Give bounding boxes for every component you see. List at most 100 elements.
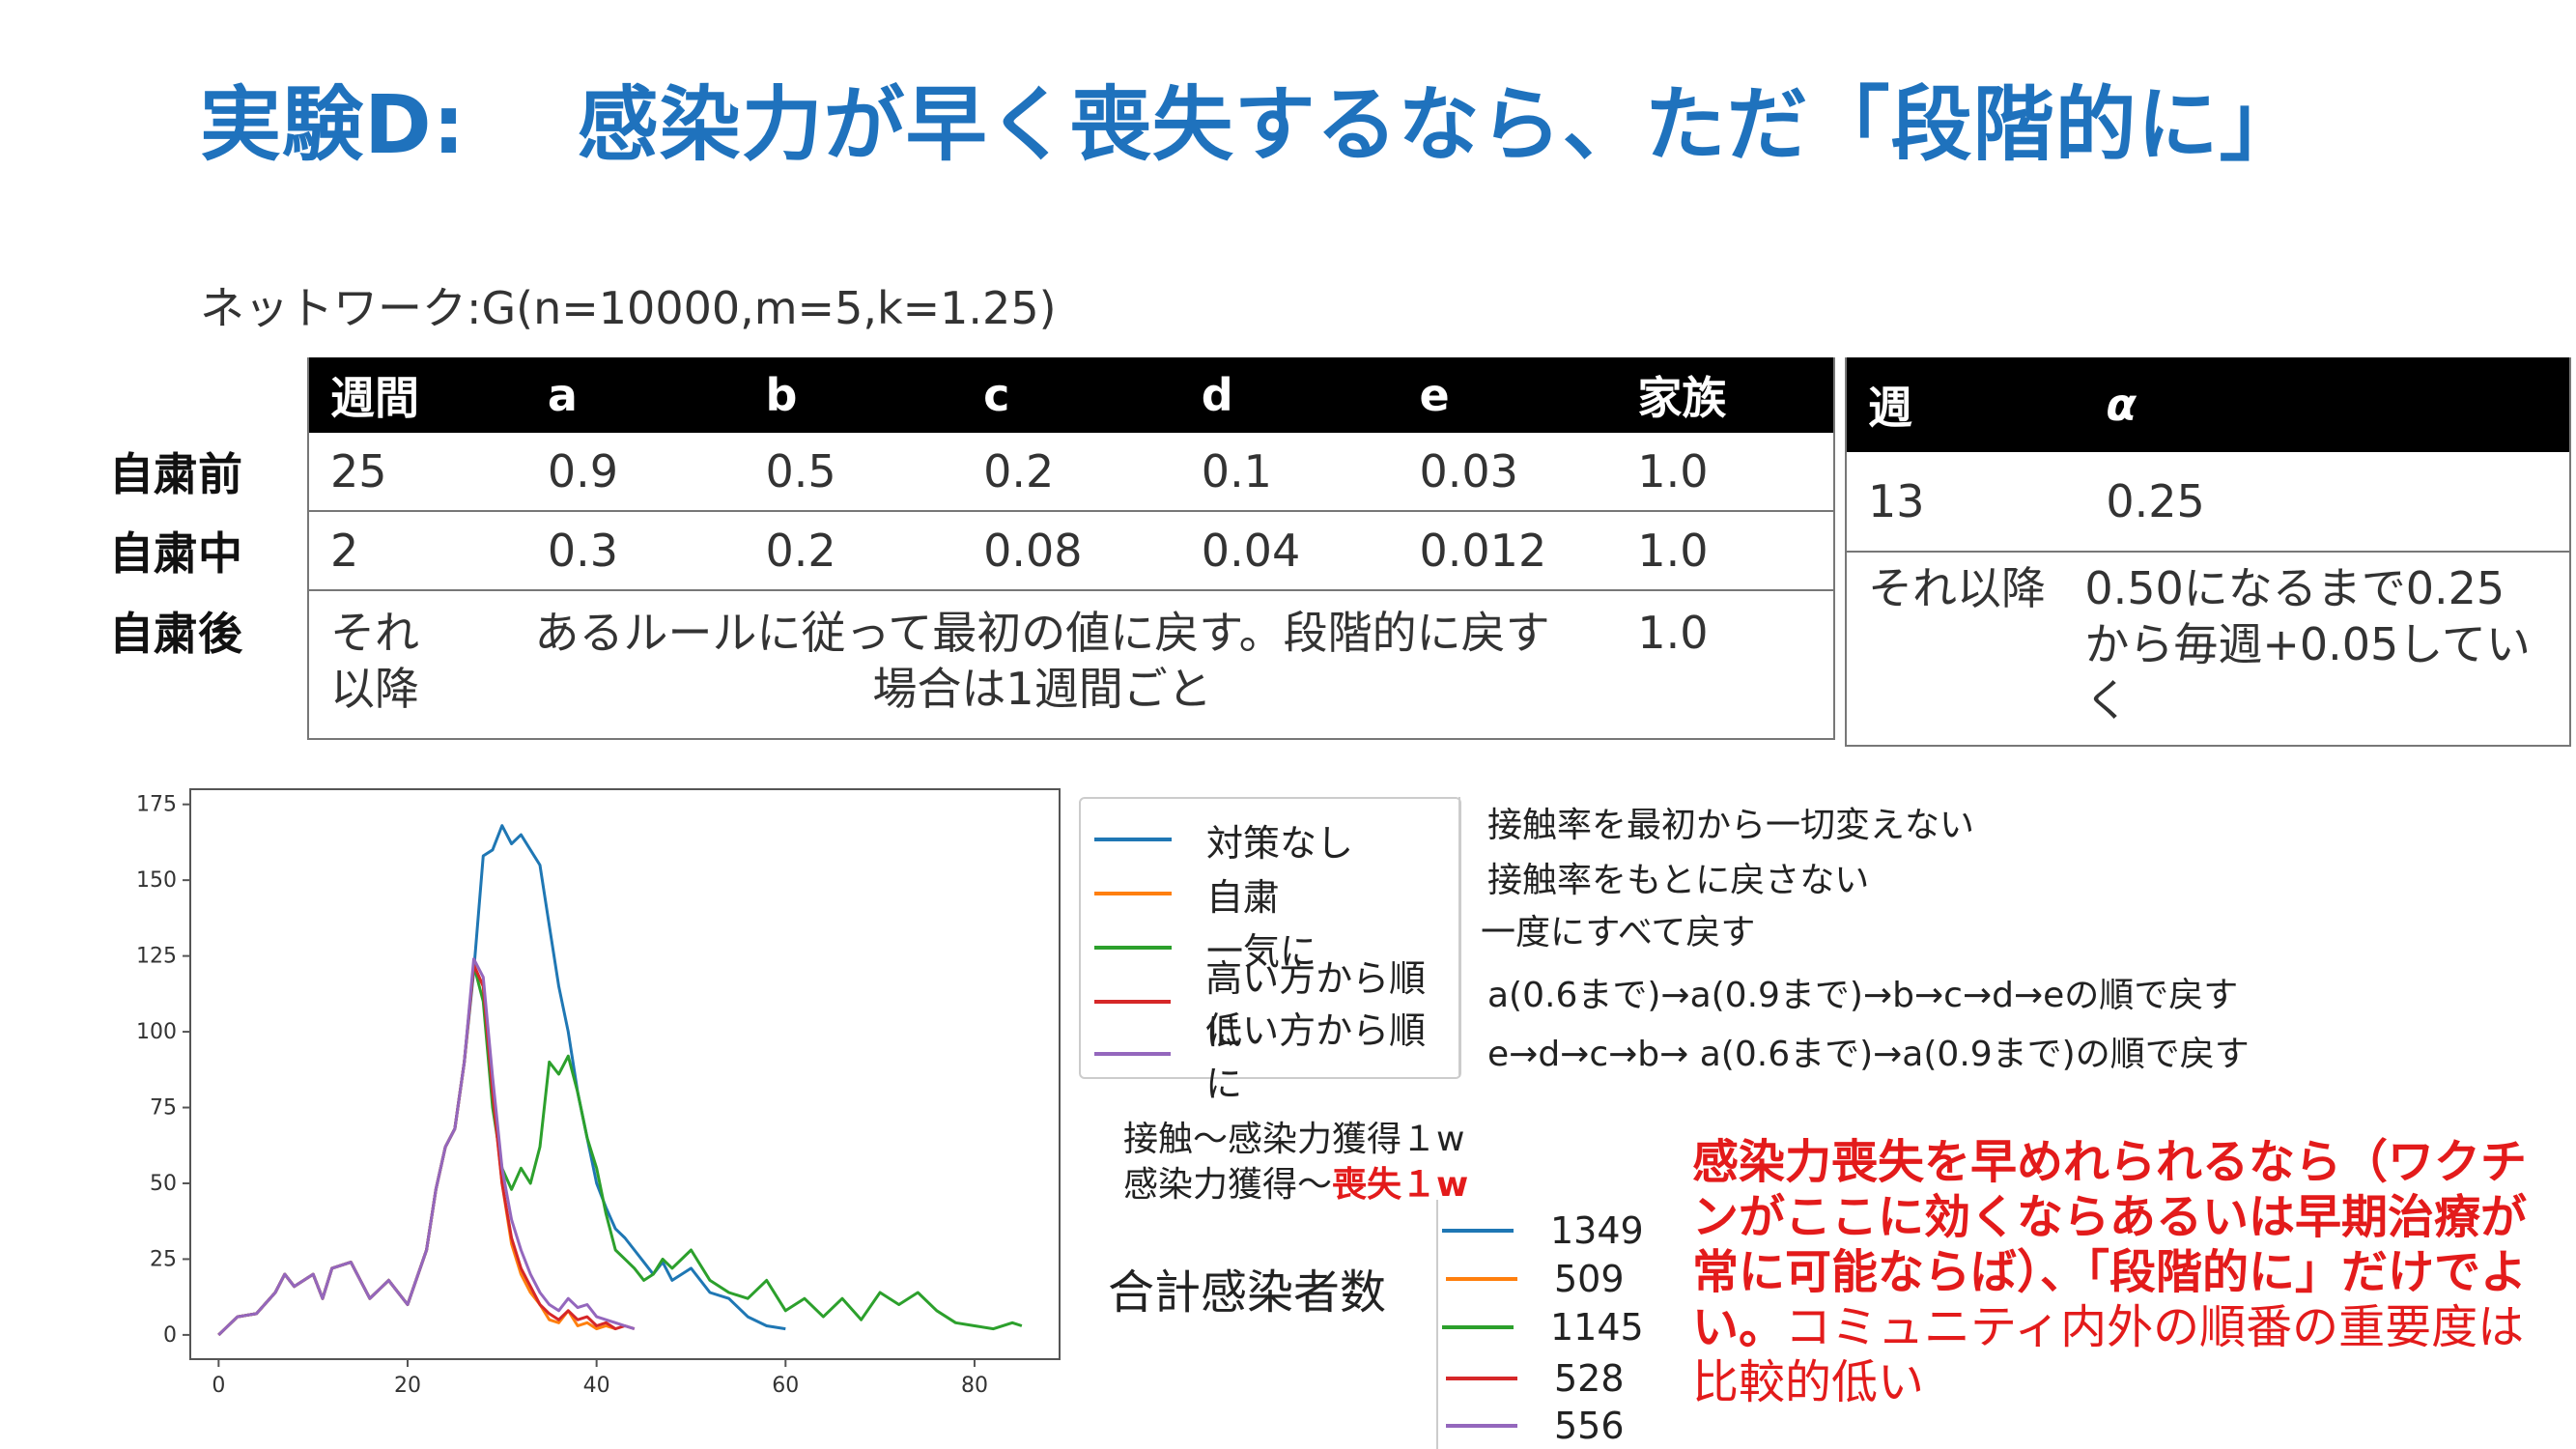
- header-e: e: [1398, 357, 1617, 433]
- table-cell: 0.012: [1398, 511, 1617, 591]
- table-cell: 0.9: [525, 433, 745, 512]
- period-red: 喪失１w: [1332, 1165, 1469, 1205]
- y-tick-label: 100: [136, 1020, 177, 1044]
- row-label-during: 自粛中: [109, 527, 242, 580]
- y-tick-label: 150: [136, 868, 177, 893]
- legend-line-low-first: [1094, 1052, 1172, 1056]
- table-cell: 2: [308, 511, 526, 591]
- table-cell: 13: [1846, 452, 2085, 553]
- table-row: 13 0.25: [1846, 452, 2570, 553]
- legend-description: 一度にすべて戻す: [1481, 913, 1756, 952]
- table-cell: 0.04: [1179, 511, 1399, 591]
- total-item: 509: [1446, 1258, 1625, 1300]
- divider: [1458, 797, 1460, 1077]
- table-row: 2 0.3 0.2 0.08 0.04 0.012 1.0: [308, 511, 1834, 591]
- header-b: b: [744, 357, 963, 433]
- total-item: 528: [1446, 1357, 1625, 1400]
- legend-description: e→d→c→b→ a(0.6まで)→a(0.9まで)の順で戻す: [1487, 1035, 2250, 1074]
- y-tick-label: 0: [163, 1323, 177, 1348]
- table-cell: 0.1: [1179, 433, 1399, 512]
- total-value: 556: [1554, 1405, 1625, 1447]
- total-item: 1145: [1442, 1306, 1644, 1349]
- total-value: 528: [1554, 1357, 1625, 1400]
- table-header-row: 週間 a b c d e 家族: [308, 357, 1834, 433]
- table-cell: 0.25: [2084, 452, 2570, 553]
- x-tick-label: 40: [583, 1374, 610, 1398]
- legend-item: 自粛: [1081, 867, 1280, 921]
- table-cell: 0.50になるまで0.25から毎週+0.05していく: [2084, 562, 2531, 726]
- legend-label: 一気に: [1206, 929, 1317, 973]
- legend-label: 高い方から順に: [1205, 957, 1427, 1053]
- legend-label: 対策なし: [1206, 821, 1354, 865]
- total-line-high-first: [1446, 1377, 1517, 1380]
- legend-item: 高い方から順に: [1081, 957, 1459, 1053]
- total-line-all-at-once: [1442, 1325, 1514, 1329]
- legend-line-all-at-once: [1094, 946, 1172, 950]
- axes: 0 25 50 75 100 125 150 175 0 20 40 60 80: [136, 793, 988, 1398]
- header-alpha: α: [2084, 357, 2570, 452]
- y-tick-label: 25: [150, 1247, 177, 1271]
- total-line-low-first: [1446, 1424, 1517, 1428]
- header-c: c: [962, 357, 1180, 433]
- total-item: 1349: [1442, 1209, 1644, 1252]
- infection-chart: 0 25 50 75 100 125 150 175 0 20 40 60 80: [136, 788, 1061, 1398]
- plot-area: [189, 788, 1061, 1360]
- table-cell: 0.2: [962, 433, 1180, 512]
- note-normal: コミュニティ内外の順番の重要度は比較的低い: [1692, 1300, 2525, 1409]
- table-cell: 1.0: [1616, 511, 1834, 591]
- legend-item: 対策なし: [1081, 812, 1353, 867]
- x-tick-label: 60: [772, 1374, 799, 1398]
- total-infected-label: 合計感染者数: [1108, 1265, 1387, 1320]
- legend-label: 自粛: [1206, 875, 1281, 919]
- total-value: 1145: [1550, 1306, 1644, 1349]
- chart-legend: 対策なし 自粛 一気に 高い方から順に 低い方から順に: [1079, 797, 1461, 1105]
- table-cell: 0.5: [744, 433, 963, 512]
- period-line-1: 接触〜感染力獲得１w: [1123, 1120, 1465, 1159]
- total-value: 1349: [1550, 1209, 1644, 1252]
- legend-description: 接触率をもとに戻さない: [1487, 861, 1870, 900]
- period-line-2: 感染力獲得〜喪失１w: [1123, 1156, 1468, 1207]
- y-tick-label: 75: [150, 1096, 177, 1121]
- contact-rate-table: 週間 a b c d e 家族 25 0.9 0.5 0.2 0.1 0.03 …: [307, 357, 1835, 740]
- header-d: d: [1179, 357, 1399, 433]
- row-label-after: 自粛後: [109, 608, 242, 660]
- table-header-row: 週 α: [1846, 357, 2570, 452]
- table-cell: 1.0: [1637, 607, 1709, 659]
- row-label-before: 自粛前: [109, 448, 242, 500]
- series-line-4: [217, 957, 636, 1336]
- slide-title: 実験D: 感染力が早く喪失するなら、ただ「段階的に」: [200, 77, 2302, 172]
- table-row: それ以降 あるルールに従って最初の値に戻す。段階的に戻す場合は1週間ごと 1.0: [308, 590, 1834, 739]
- table-cell: それ以降: [1868, 562, 2046, 614]
- legend-description: a(0.6まで)→a(0.9まで)→b→c→d→eの順で戻す: [1487, 976, 2239, 1015]
- y-tick-label: 50: [150, 1172, 177, 1196]
- legend-description: 接触率を最初から一切変えない: [1487, 806, 1975, 845]
- rule-cell: あるルールに従って最初の値に戻す。段階的に戻す場合は1週間ごと: [534, 607, 1550, 715]
- table-cell: 0.3: [525, 511, 745, 591]
- table-cell: 0.03: [1398, 433, 1617, 512]
- total-line-none: [1442, 1229, 1514, 1233]
- legend-line-none: [1094, 838, 1172, 841]
- y-tick-label: 125: [136, 945, 177, 969]
- table-row: 25 0.9 0.5 0.2 0.1 0.03 1.0: [308, 433, 1834, 512]
- x-tick-label: 80: [961, 1374, 988, 1398]
- table-cell: 25: [308, 433, 526, 512]
- table-row: それ以降 0.50になるまで0.25から毎週+0.05していく: [1846, 552, 2570, 746]
- network-label: ネットワーク:G(n=10000,m=5,k=1.25): [200, 282, 1057, 334]
- total-line-self: [1446, 1277, 1517, 1281]
- conclusion-note: 感染力喪失を早めれられるなら（ワクチンがここに効くならあるいは早期治療が常に可能…: [1692, 1135, 2542, 1410]
- table-cell: それ以降: [330, 607, 419, 715]
- totals-legend: 1349 509 1145 528 556: [1436, 1200, 1644, 1449]
- y-tick-label: 175: [136, 793, 177, 817]
- legend-item: 低い方から順に: [1081, 1009, 1459, 1105]
- legend-item: 一気に: [1081, 921, 1316, 975]
- total-value: 509: [1554, 1258, 1625, 1300]
- alpha-table: 週 α 13 0.25 それ以降 0.50になるまで0.25から毎週+0.05し…: [1845, 357, 2571, 747]
- table-cell: 0.08: [962, 511, 1180, 591]
- header-family: 家族: [1616, 357, 1834, 433]
- x-tick-label: 20: [394, 1374, 421, 1398]
- legend-line-self: [1094, 892, 1172, 895]
- legend-label: 低い方から順に: [1205, 1009, 1427, 1105]
- table-cell: 1.0: [1616, 433, 1834, 512]
- period-prefix: 感染力獲得〜: [1123, 1165, 1333, 1205]
- note-bold: 感染力喪失を早めれられるなら（ワクチンがここに効くならあるいは早期治療が常に可能…: [1692, 1135, 2528, 1354]
